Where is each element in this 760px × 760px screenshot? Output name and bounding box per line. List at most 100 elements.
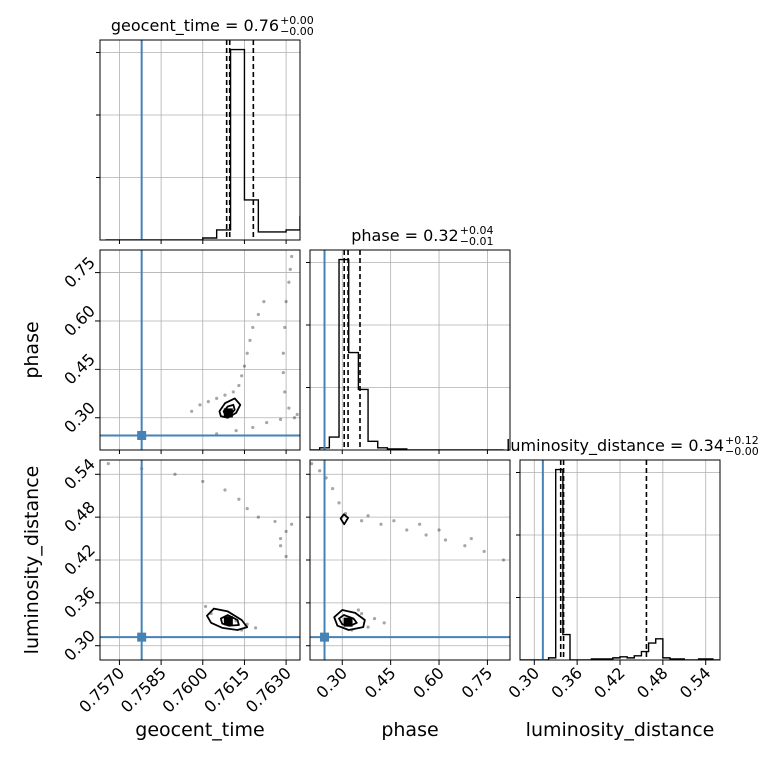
hist-panel-luminosity_distance: luminosity_distance = 0.34 +0.12−0.00 <box>506 434 759 661</box>
sample-point <box>273 519 277 524</box>
sample-point <box>281 370 285 375</box>
y-tick-label: 0.36 <box>60 583 99 622</box>
hist-step-geocent_time <box>105 48 300 240</box>
sample-point <box>382 621 386 625</box>
y-axis-label-luminosity_distance: luminosity_distance <box>21 466 43 655</box>
x-tick-label: 0.45 <box>361 663 400 702</box>
sample-point <box>251 325 255 330</box>
hist-title-minus: −0.00 <box>280 25 314 38</box>
hist-title-geocent_time: geocent_time = 0.76 <box>111 16 279 36</box>
sample-point <box>284 554 288 559</box>
x-axis-label-luminosity_distance: luminosity_distance <box>526 719 715 741</box>
truth-marker <box>137 632 147 642</box>
x-tick-label: 0.7615 <box>200 663 253 716</box>
sample-point <box>198 403 202 407</box>
truth-marker <box>320 632 330 642</box>
hist-title-plus: +0.12 <box>725 434 759 447</box>
hist-title-plus: +0.04 <box>460 224 494 237</box>
sample-point <box>265 420 269 425</box>
y-tick-label: 0.60 <box>60 301 99 340</box>
hist-panel-geocent_time: geocent_time = 0.76 +0.00−0.00 <box>96 14 314 241</box>
sample-point <box>201 479 205 484</box>
pair-panel-geocent_time-luminosity_distance <box>99 459 301 661</box>
sample-point <box>424 533 428 537</box>
sample-point <box>190 409 194 413</box>
hist-step-luminosity_distance <box>520 468 720 660</box>
sample-point <box>245 351 249 355</box>
hist-title-minus: −0.00 <box>725 445 759 458</box>
sample-point <box>215 396 219 400</box>
sample-point <box>234 429 238 433</box>
x-axis-label-phase: phase <box>381 719 438 741</box>
sample-point <box>206 400 210 404</box>
y-tick-label: 0.30 <box>60 398 99 437</box>
hist-panel-phase: phase = 0.32 +0.04−0.01 <box>306 224 511 451</box>
y-tick-label: 0.42 <box>60 540 99 579</box>
sample-point <box>106 461 110 466</box>
sample-point <box>290 254 294 259</box>
x-tick-label: 0.7600 <box>159 663 212 716</box>
sample-point <box>318 469 322 473</box>
contour-line <box>218 397 242 419</box>
sample-point <box>482 549 486 554</box>
contour-line <box>219 614 240 627</box>
x-tick-label: 0.48 <box>633 663 672 702</box>
pair-panel-phase-luminosity_distance <box>309 459 511 661</box>
sample-point <box>360 519 364 523</box>
sample-point <box>253 626 258 630</box>
x-tick-label: 0.60 <box>409 663 448 702</box>
sample-point <box>237 383 241 388</box>
y-tick-label: 0.45 <box>60 350 99 389</box>
sample-point <box>366 514 370 518</box>
sample-point <box>278 417 283 421</box>
sample-point <box>251 425 255 430</box>
sample-point <box>240 374 244 378</box>
x-tick-label: 0.75 <box>458 663 497 702</box>
sample-point <box>463 544 467 548</box>
x-tick-label: 0.36 <box>547 663 586 702</box>
sample-point <box>262 300 266 304</box>
sample-point <box>330 486 335 491</box>
y-tick-label: 0.54 <box>60 455 99 494</box>
sample-point <box>278 544 283 548</box>
sample-point <box>242 364 247 368</box>
hist-geocent_time-frame <box>99 39 301 241</box>
density-peak <box>223 616 233 626</box>
sample-point <box>287 280 291 284</box>
contour-line <box>338 614 358 627</box>
sample-point <box>356 608 360 612</box>
hist-title-luminosity_distance: luminosity_distance = 0.34 <box>506 436 724 456</box>
hist-title-minus: −0.01 <box>460 235 494 248</box>
pair-0-frame <box>99 249 301 451</box>
sample-point <box>237 497 241 501</box>
sample-point <box>173 472 177 476</box>
x-tick-label: 0.30 <box>504 663 543 702</box>
sample-point <box>283 390 287 394</box>
hist-title-phase: phase = 0.32 <box>351 226 458 245</box>
sample-point <box>256 312 260 317</box>
contour-line <box>339 513 349 526</box>
x-axis-label-geocent_time: geocent_time <box>135 719 264 741</box>
sample-point <box>379 522 383 526</box>
y-tick-label: 0.75 <box>60 253 99 292</box>
sample-point <box>418 522 422 526</box>
x-tick-label: 0.7570 <box>75 663 128 716</box>
contour-line <box>206 607 249 631</box>
x-tick-label: 0.54 <box>676 663 715 702</box>
sample-point <box>288 267 292 271</box>
sample-point <box>295 412 299 417</box>
sample-point <box>248 338 252 342</box>
density-peak <box>223 408 233 418</box>
sample-point <box>469 536 473 541</box>
sample-point <box>281 351 285 355</box>
density-peak <box>343 617 353 627</box>
x-tick-label: 0.30 <box>312 663 351 702</box>
y-tick-label: 0.30 <box>60 626 99 665</box>
sample-point <box>284 300 288 304</box>
sample-point <box>437 528 441 532</box>
y-tick-label: 0.48 <box>60 497 99 536</box>
sample-point <box>245 506 249 511</box>
sample-point <box>284 529 288 534</box>
x-tick-label: 0.7630 <box>242 663 295 716</box>
sample-point <box>256 515 260 519</box>
